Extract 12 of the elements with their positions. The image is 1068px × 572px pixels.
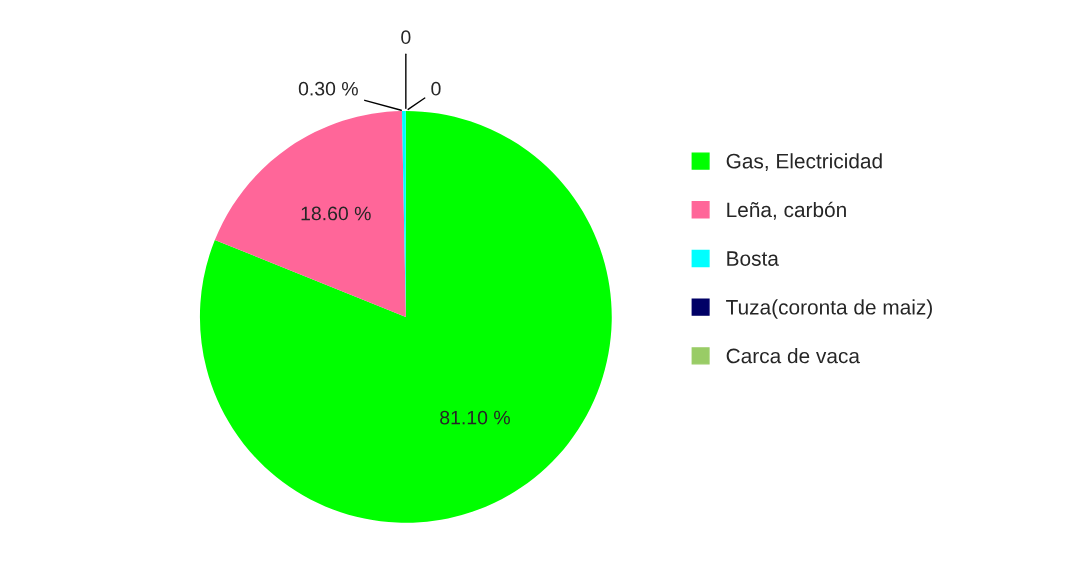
- text: 0: [401, 30, 411, 45]
- legend-label: Tuza(coronta de maiz): [726, 299, 932, 319]
- data-label: 0.30 %: [298, 81, 358, 96]
- legend-label: Carca de vaca: [726, 348, 860, 364]
- legend-label: Leña, carbón: [727, 201, 846, 220]
- pie-slice: [214, 111, 406, 317]
- data-label: 18.60 %: [301, 206, 371, 221]
- legend-label: Gas, Electricidad: [726, 153, 882, 171]
- legend-label: Bosta: [727, 251, 779, 266]
- pie-slice: [199, 110, 612, 523]
- data-label: 81.10 %: [440, 410, 510, 425]
- text: 0: [431, 81, 441, 96]
